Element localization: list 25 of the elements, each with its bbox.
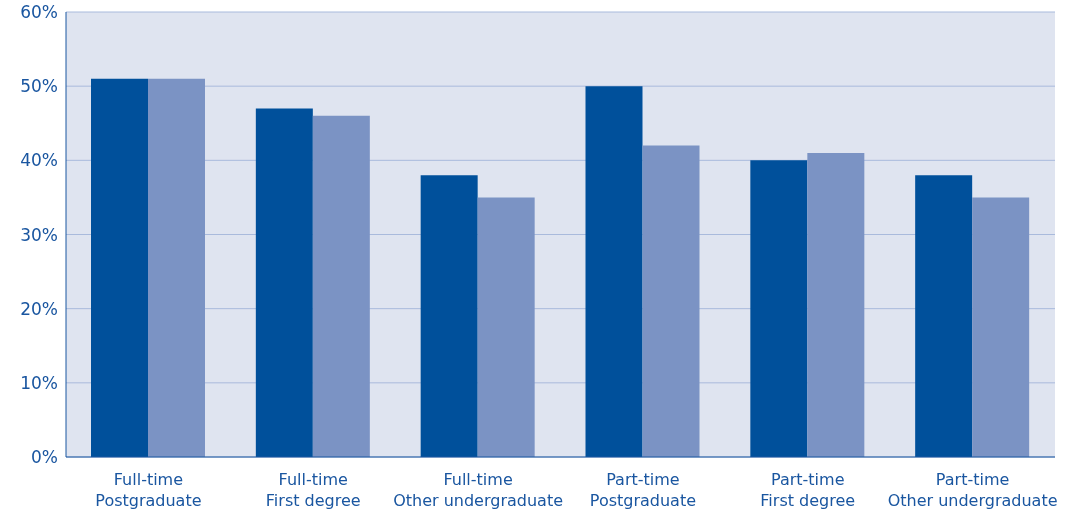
x-tick-label: Part-time First degree: [760, 470, 856, 510]
bar: [477, 197, 535, 457]
x-tick-label: Full-time First degree: [265, 470, 361, 510]
y-tick-label: 10%: [20, 372, 58, 393]
bar: [312, 115, 370, 457]
y-tick-label: 30%: [20, 224, 58, 245]
x-tick-label: Part-time Other undergraduate: [887, 470, 1058, 510]
x-tick-label: Full-time Other undergraduate: [393, 470, 564, 510]
bar: [91, 78, 148, 457]
bar: [642, 145, 700, 457]
bar: [915, 175, 973, 457]
x-tick-label: Full-time Postgraduate: [95, 470, 202, 510]
y-tick-label: 50%: [20, 76, 58, 97]
bar: [807, 152, 865, 457]
y-tick-label: 0%: [31, 447, 58, 468]
bar: [148, 78, 205, 457]
y-tick-label: 60%: [20, 2, 58, 23]
bar: [255, 108, 313, 457]
x-tick-label: Part-time Postgraduate: [589, 470, 697, 510]
y-tick-label: 20%: [20, 298, 58, 319]
y-tick-label: 40%: [20, 150, 58, 171]
bar: [750, 160, 808, 457]
bar: [585, 86, 643, 457]
bar: [972, 197, 1030, 457]
bar: [420, 175, 478, 457]
